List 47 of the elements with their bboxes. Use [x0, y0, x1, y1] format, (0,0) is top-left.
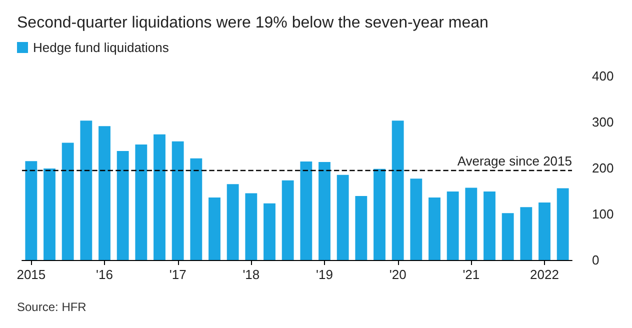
chart-title: Second-quarter liquidations were 19% below the seven-year mean: [17, 14, 488, 32]
bar: [62, 142, 74, 260]
x-tick-label: 2015: [16, 267, 46, 282]
y-tick-label: 200: [592, 160, 614, 176]
bar: [44, 168, 56, 260]
bar: [538, 202, 550, 260]
bar: [556, 188, 569, 260]
bar: [264, 203, 276, 260]
x-tick-label: '21: [462, 267, 480, 282]
bar: [410, 178, 422, 260]
x-tick-label: 2022: [530, 267, 559, 282]
source-note: Source: HFR: [17, 300, 87, 314]
bar: [282, 180, 294, 260]
bar: [465, 188, 478, 260]
bar: [226, 184, 239, 260]
bar: [336, 174, 349, 260]
x-tick-label: '19: [316, 267, 333, 282]
bar: [116, 150, 129, 260]
bar: [392, 120, 404, 260]
bar: [520, 207, 532, 260]
x-tick-label: '17: [169, 267, 186, 282]
ref-line-label: Average since 2015: [457, 153, 572, 168]
bar: [98, 126, 110, 260]
y-tick-label: 400: [592, 68, 614, 84]
bar: [318, 162, 330, 260]
bar: [502, 213, 514, 260]
legend-label: Hedge fund liquidations: [33, 40, 170, 55]
bar: [300, 162, 312, 260]
bar: [80, 120, 92, 260]
y-tick-label: 100: [592, 206, 614, 222]
y-tick-label: 300: [592, 114, 614, 130]
x-tick-label: '18: [242, 267, 260, 282]
bar: [428, 197, 440, 260]
bar: [446, 191, 459, 260]
bar: [355, 196, 368, 260]
bar: [208, 197, 220, 260]
bar: [135, 144, 148, 260]
bar: [374, 168, 386, 260]
bar: [245, 193, 258, 260]
x-tick-label: '16: [96, 267, 113, 282]
y-tick-label: 0: [592, 252, 600, 268]
bar: [484, 191, 496, 260]
x-tick-label: '20: [389, 267, 406, 282]
bar: [190, 158, 202, 260]
bar: [172, 141, 184, 260]
bar: [25, 161, 38, 260]
bar: [154, 134, 166, 260]
